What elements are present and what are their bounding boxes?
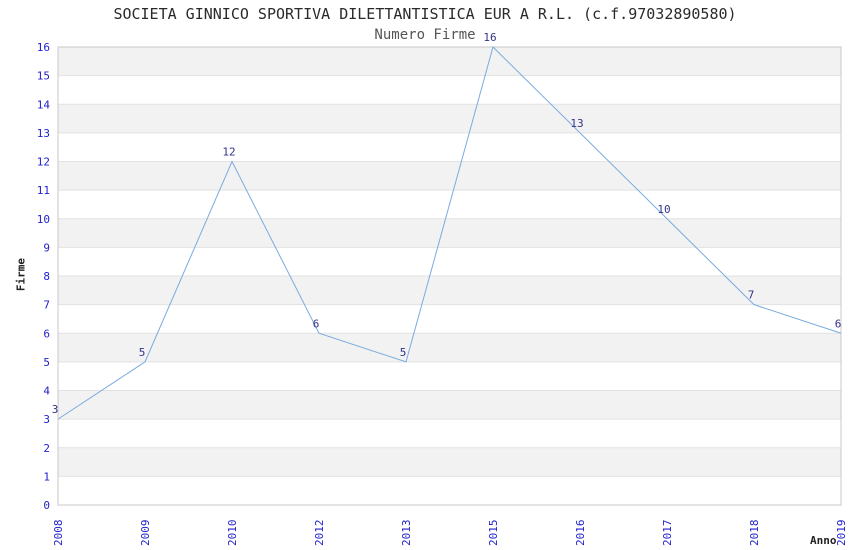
svg-text:2012: 2012: [313, 520, 326, 547]
svg-text:5: 5: [139, 346, 146, 359]
chart-title: SOCIETA GINNICO SPORTIVA DILETTANTISTICA…: [113, 5, 737, 23]
chart-subtitle: Numero Firme: [374, 27, 476, 43]
data-line: [57, 46, 842, 420]
x-axis-title: Anno: [810, 534, 837, 547]
svg-text:9: 9: [43, 241, 50, 254]
svg-text:2: 2: [43, 442, 50, 455]
x-tick-labels: 2008 2009 2010 2012 2013 2015 2016 2017 2018 2019: [52, 520, 848, 547]
svg-text:8: 8: [43, 270, 50, 283]
svg-text:2010: 2010: [226, 520, 239, 547]
svg-text:0: 0: [43, 499, 50, 512]
svg-text:2013: 2013: [400, 520, 413, 547]
plot-border: [57, 46, 842, 506]
svg-text:16: 16: [37, 41, 50, 54]
svg-text:2019: 2019: [835, 520, 848, 547]
svg-text:10: 10: [657, 203, 670, 216]
svg-text:10: 10: [37, 213, 50, 226]
svg-text:6: 6: [43, 327, 50, 340]
svg-text:13: 13: [37, 127, 50, 140]
svg-text:7: 7: [43, 299, 50, 312]
svg-text:1: 1: [43, 470, 50, 483]
svg-text:12: 12: [37, 156, 50, 169]
svg-text:3: 3: [43, 413, 50, 426]
svg-text:5: 5: [400, 346, 407, 359]
svg-text:7: 7: [748, 289, 755, 302]
svg-text:5: 5: [43, 356, 50, 369]
svg-text:6: 6: [313, 317, 320, 330]
svg-text:12: 12: [222, 146, 235, 159]
svg-text:2009: 2009: [139, 520, 152, 547]
svg-text:14: 14: [37, 98, 51, 111]
svg-text:2015: 2015: [487, 520, 500, 547]
svg-text:16: 16: [483, 31, 496, 44]
plot-bands: [58, 47, 841, 505]
svg-text:2016: 2016: [574, 520, 587, 547]
svg-text:4: 4: [43, 385, 50, 398]
svg-text:3: 3: [52, 403, 59, 416]
svg-text:6: 6: [835, 317, 842, 330]
svg-text:13: 13: [570, 117, 583, 130]
value-labels: 3 5 12 6 5 16 13 10 7 6: [52, 31, 842, 416]
svg-text:2008: 2008: [52, 520, 65, 547]
svg-text:15: 15: [37, 70, 50, 83]
svg-text:11: 11: [37, 184, 50, 197]
svg-text:2018: 2018: [748, 520, 761, 547]
svg-text:2017: 2017: [661, 520, 674, 547]
